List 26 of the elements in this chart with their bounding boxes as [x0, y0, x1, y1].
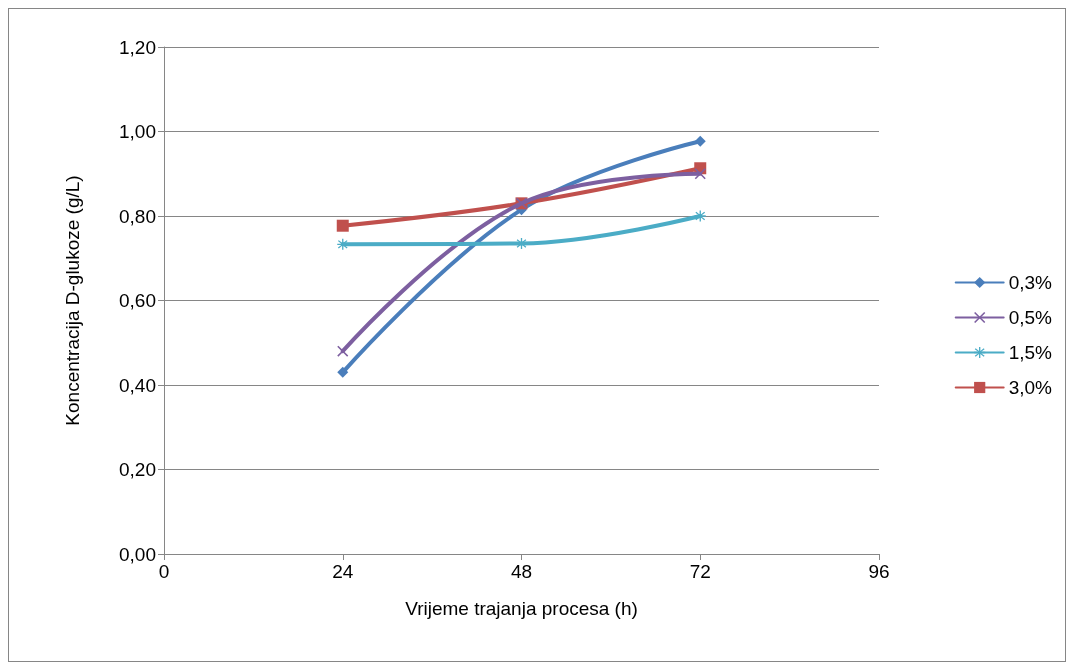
- y-tick-label: 1,20: [119, 36, 156, 58]
- point: [516, 237, 527, 249]
- point: [336, 219, 349, 232]
- x-tick-label: 96: [868, 561, 890, 582]
- y-tick-label: 0,20: [119, 459, 156, 480]
- x-tick-label: 24: [332, 561, 354, 582]
- point: [694, 135, 706, 147]
- x-tick-label: 72: [689, 561, 711, 582]
- y-tick-label: 0,40: [119, 374, 156, 396]
- point: [694, 210, 706, 222]
- legend-label: 1,5%: [1008, 342, 1053, 363]
- legend-label: 0,3%: [1008, 272, 1053, 293]
- point: [337, 366, 349, 378]
- y-tick-label: 0,00: [119, 543, 156, 565]
- legend-label: 0,5%: [1008, 307, 1053, 328]
- y-tick-label: 1,00: [119, 121, 156, 142]
- legend-label: 3,0%: [1008, 377, 1053, 398]
- y-tick-label: 0,80: [119, 205, 156, 227]
- y-tick-label: 0,60: [119, 290, 156, 311]
- x-tick-label: 0: [158, 561, 170, 582]
- point: [337, 238, 349, 250]
- point: [694, 168, 706, 180]
- point: [337, 345, 349, 357]
- x-tick-label: 48: [510, 561, 533, 582]
- y-axis-title: Koncentracija D-glukoze (g/L): [62, 175, 83, 426]
- x-axis-title: Vrijeme trajanja procesa (h): [405, 598, 638, 619]
